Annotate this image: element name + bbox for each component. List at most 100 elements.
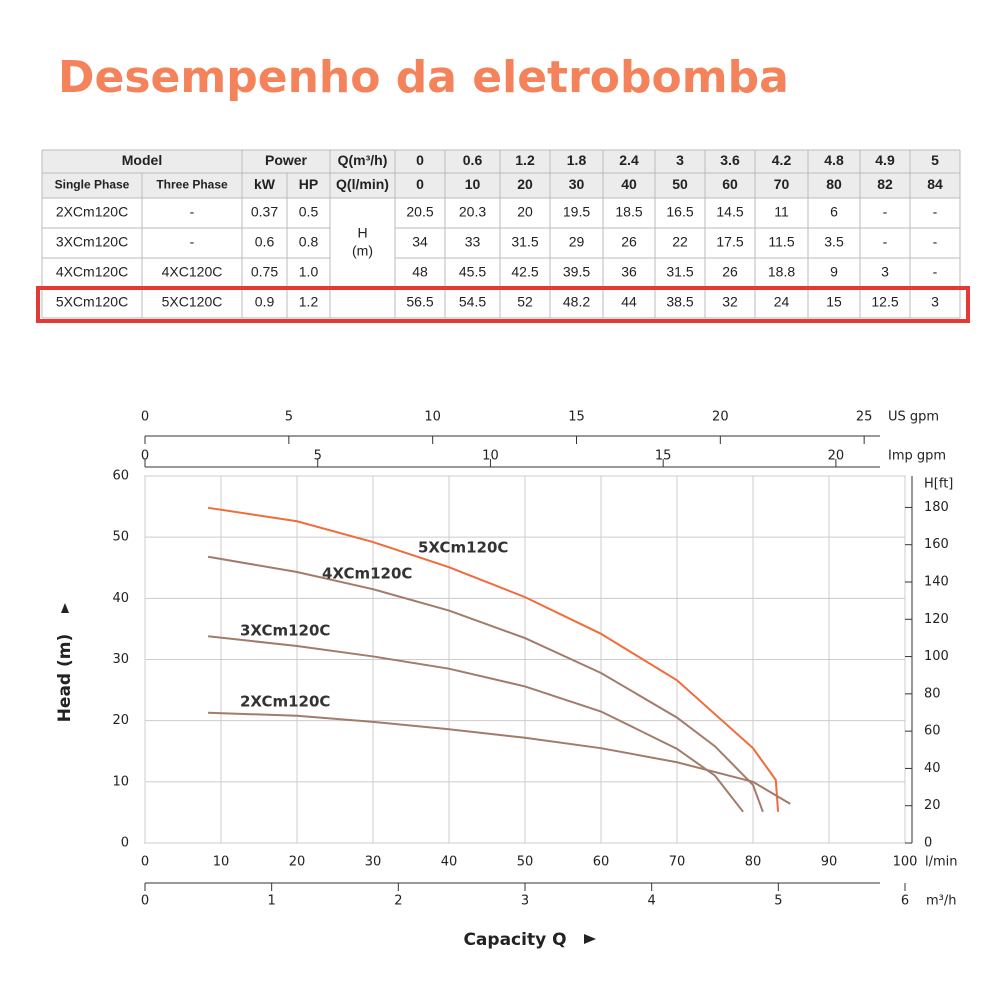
table-cell: 9	[830, 264, 838, 280]
table-cell: 42.5	[511, 264, 538, 280]
x-tick-label: 10	[213, 855, 230, 870]
table-cell: 18.5	[615, 204, 642, 220]
x-axis-title: Capacity Q	[463, 930, 566, 950]
y2-tick-label: 120	[924, 612, 949, 627]
table-cell: -	[883, 234, 888, 250]
x-tick-label: 70	[669, 855, 686, 870]
us_gpm-tick-label: 15	[568, 410, 585, 425]
curve-label: 2XCm120C	[240, 693, 330, 711]
table-cell: Single Phase	[55, 178, 130, 192]
table-cell: (m)	[352, 243, 373, 259]
imp_gpm-tick-label: 15	[655, 449, 672, 464]
table-cell: 22	[672, 234, 688, 250]
y-tick-label: 40	[112, 591, 129, 606]
table-cell: 32	[722, 294, 738, 310]
table-cell: 3.5	[824, 234, 844, 250]
table-cell: 40	[621, 176, 637, 192]
x-tick-label: 80	[745, 855, 762, 870]
table-cell: 0	[416, 152, 424, 168]
x-tick-label: 50	[517, 855, 534, 870]
table-cell: 5XCm120C	[56, 294, 128, 310]
table-cell: 70	[774, 176, 790, 192]
x-tick-label: 60	[593, 855, 610, 870]
table-cell: 0.9	[255, 294, 275, 310]
y2-tick-label: 100	[924, 649, 949, 664]
y-tick-label: 20	[112, 713, 129, 728]
table-cell: 18.8	[768, 264, 795, 280]
table-cell: 52	[517, 294, 533, 310]
table-cell: 5XC120C	[162, 294, 223, 310]
table-cell: 45.5	[459, 264, 486, 280]
table-cell: 31.5	[511, 234, 538, 250]
table-cell: 3	[931, 294, 939, 310]
table-cell: 48.2	[563, 294, 590, 310]
table: Model Power Q(m³/h) 0 0.6 1.2 1.8 2.4 3 3.6 4.2 4.8…	[41, 149, 961, 319]
table-cell: 84	[927, 176, 943, 192]
table-cell: 60	[722, 176, 738, 192]
y-tick-label: 10	[112, 774, 129, 789]
table-cell: 3XCm120C	[56, 234, 128, 250]
chart: 0 10 20 30 40 50 60 70 80 90 1000102030405060l/min…	[55, 410, 958, 951]
table-cell: 4XC120C	[162, 264, 223, 280]
curve	[207, 506, 780, 812]
table-cell: 36	[621, 264, 637, 280]
imp_gpm-label: Imp gpm	[888, 449, 946, 464]
table-cell: 56.5	[406, 294, 433, 310]
table-cell: 0.5	[299, 204, 319, 220]
x-tick-label: 20	[289, 855, 306, 870]
imp_gpm-tick-label: 5	[314, 449, 322, 464]
table-cell: 0.6	[463, 152, 483, 168]
table-cell: 1.8	[567, 152, 587, 168]
m3h-tick-label: 0	[141, 894, 149, 909]
x-tick-label: 0	[141, 855, 149, 870]
table-cell: 17.5	[716, 234, 743, 250]
table-cell: 39.5	[563, 264, 590, 280]
imp_gpm-tick-label: 20	[828, 449, 845, 464]
table-cell: 11	[774, 204, 789, 220]
x-tick-label: 90	[821, 855, 838, 870]
m3h-tick-label: 2	[394, 894, 402, 909]
imp_gpm-tick-label: 0	[141, 449, 149, 464]
table-cell: 1.2	[299, 294, 319, 310]
m3h-tick-label: 3	[521, 894, 529, 909]
x-tick-label: 30	[365, 855, 382, 870]
table-cell: 29	[569, 234, 585, 250]
table-cell: 4.9	[875, 152, 895, 168]
table-cell: Three Phase	[156, 178, 228, 192]
y2-tick-label: 180	[924, 500, 949, 515]
table-cell: 5	[931, 152, 939, 168]
table-cell: -	[933, 264, 938, 280]
table-cell: -	[883, 204, 888, 220]
y-tick-label: 0	[121, 836, 129, 851]
x-arrow	[584, 934, 596, 944]
table-cell: 4.2	[772, 152, 792, 168]
table-cell: 38.5	[666, 294, 693, 310]
table-cell: 26	[621, 234, 637, 250]
table-cell: H	[357, 225, 367, 241]
table-cell: 15	[826, 294, 842, 310]
us_gpm-tick-label: 25	[856, 410, 873, 425]
x-unit: l/min	[925, 855, 958, 870]
curve-label: 5XCm120C	[418, 539, 508, 557]
table-cell: 12.5	[871, 294, 898, 310]
y-tick-label: 60	[112, 469, 129, 484]
table-cell: 0.75	[251, 264, 278, 280]
us_gpm-tick-label: 5	[285, 410, 293, 425]
x-tick-label: 100	[893, 855, 918, 870]
table-cell: 34	[412, 234, 428, 250]
table-header-bg	[42, 150, 960, 198]
table-cell: 11.5	[768, 234, 794, 250]
table-cell: 20.5	[406, 204, 433, 220]
y2-tick-label: 60	[924, 724, 941, 739]
table-cell: 0.37	[251, 204, 278, 220]
table-cell: 82	[877, 176, 893, 192]
table-cell: 20	[517, 176, 533, 192]
curve	[207, 555, 764, 813]
imp_gpm-tick-label: 10	[482, 449, 499, 464]
table-cell: -	[933, 234, 938, 250]
table-cell: 14.5	[716, 204, 743, 220]
curve-label: 4XCm120C	[322, 565, 412, 583]
y2-tick-label: 160	[924, 537, 949, 552]
y-arrow	[61, 603, 69, 613]
table-cell: 1.2	[515, 152, 535, 168]
